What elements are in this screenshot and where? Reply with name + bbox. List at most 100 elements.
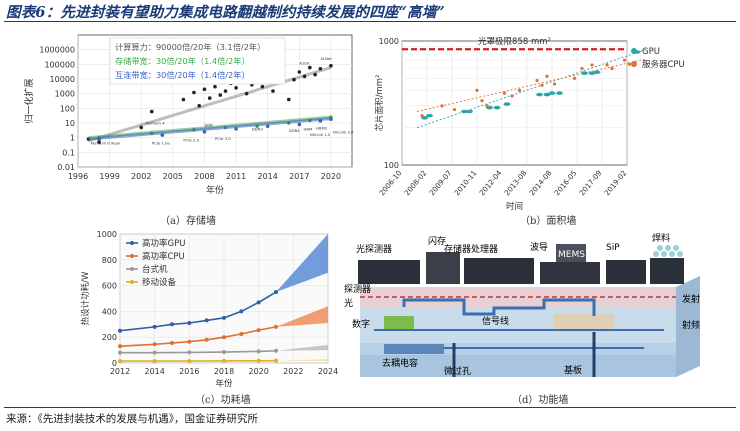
x-tick-label: 2012-04: [477, 168, 503, 197]
reticle-limit-label: 光罩极限858 mm²: [478, 36, 551, 47]
label-flash: 闪存: [428, 235, 446, 247]
x-tick-label: 2006-10: [377, 168, 403, 197]
x-tick-label: 2011: [226, 172, 246, 181]
y-tick-label: 800: [102, 256, 117, 265]
x-tick-label: 2009-07: [427, 169, 453, 198]
y-tick-label: 400: [102, 307, 117, 316]
series-point-1: [187, 339, 192, 344]
series-point-1: [239, 331, 244, 336]
y-axis-label: 热设计功耗/W: [80, 271, 91, 325]
data-point-2: [234, 127, 238, 131]
data-point-cpu: [535, 78, 539, 83]
series-point-2: [222, 350, 226, 355]
trend-line-0: [88, 66, 332, 143]
data-point-0: [318, 66, 323, 71]
data-point-cpu: [580, 66, 584, 71]
chip-sip: [606, 260, 646, 284]
x-tick-label: 2020: [321, 172, 341, 181]
title-rule: [4, 21, 736, 22]
legend-marker: [631, 48, 637, 54]
label-via: 微过孔: [444, 365, 471, 377]
point-annotation: HBM: [304, 126, 313, 131]
legend-item: 移动设备: [142, 277, 177, 288]
data-point-0: [207, 96, 212, 100]
label-light: 光: [344, 297, 353, 309]
series-point-3: [222, 358, 226, 363]
series-point-1: [274, 324, 278, 329]
series-point-2: [256, 349, 261, 354]
data-point-0: [139, 125, 144, 130]
data-point-gpu: [536, 92, 543, 97]
y-tick-label: 0.1: [62, 148, 75, 157]
label-sip: SiP: [606, 243, 620, 253]
waveguide-module: [556, 244, 586, 262]
caption-a: （a）存储墙: [160, 216, 216, 227]
decap-block: [384, 344, 444, 354]
substrate-layer: [360, 355, 676, 377]
label-mems: MEMS: [558, 250, 585, 260]
data-point-cpu: [590, 63, 594, 67]
chart-c-power-wall: 0 200 400 600 800 1000 2012 2014 2016 2018 2020 202…: [80, 230, 338, 389]
data-point-gpu: [543, 92, 551, 97]
source-rule: [4, 407, 736, 408]
series-point-0: [222, 315, 226, 320]
digital-block: [384, 316, 414, 330]
x-axis-label: 年份: [215, 378, 233, 389]
projection-band: [276, 344, 328, 351]
data-point-cpu: [545, 74, 549, 78]
series-point-3: [118, 359, 122, 364]
legend-item: 计算算力：90000倍/20年（3.1倍/2年）: [115, 42, 265, 52]
data-point-gpu: [426, 113, 433, 118]
y-tick-label: 200: [102, 333, 117, 342]
data-point-0: [97, 140, 101, 144]
data-point-gpu: [556, 91, 563, 95]
x-tick-label: 2017: [289, 172, 309, 181]
series-point-1: [222, 335, 226, 340]
label-digital: 数字: [352, 318, 370, 330]
data-point-cpu: [480, 99, 484, 103]
y-tick-label: 100: [384, 161, 399, 170]
data-point-cpu: [440, 104, 444, 108]
data-point-0: [313, 72, 317, 77]
data-point-0: [197, 103, 201, 108]
legend-item: 服务器CPU: [642, 59, 685, 70]
data-point-2: [202, 130, 207, 134]
caption-c: （c）功耗墙: [195, 395, 251, 406]
chip-solder: [650, 258, 684, 284]
series-point-1: [256, 328, 261, 333]
series-point-0: [204, 318, 209, 323]
label-waveguide: 波导: [530, 241, 548, 253]
x-tick-label: 1999: [99, 172, 119, 181]
chip-processor: [464, 258, 534, 284]
data-point-2: [329, 117, 333, 122]
y-tick-label: 100: [60, 104, 75, 113]
rf-block: [554, 314, 614, 332]
label-solder: 焊料: [652, 232, 670, 244]
point-annotation: XLNet: [320, 56, 332, 61]
x-tick-label: 1996: [68, 172, 88, 181]
data-point-2: [160, 133, 165, 137]
y-tick-label: 100000: [44, 60, 75, 69]
series-point-2: [118, 350, 122, 355]
legend-item: 存储带宽：30倍/20年（1.4倍/2年）: [115, 56, 250, 66]
label-emit: 发射: [682, 293, 700, 305]
data-point-0: [308, 65, 312, 70]
data-point-0: [302, 74, 307, 79]
data-point-0: [260, 84, 265, 89]
y-tick-label: 0.01: [57, 163, 75, 172]
data-point-cpu: [552, 82, 557, 86]
data-point-0: [149, 109, 154, 114]
x-tick-label: 2005: [163, 172, 183, 181]
data-point-0: [181, 97, 186, 102]
series-point-3: [187, 359, 192, 364]
projection-band: [276, 306, 328, 327]
chart-a-storage-wall: 1996 1999 2002 2005 2008 2011 2014 2017 2020 0.01…: [23, 34, 354, 196]
series-point-1: [152, 342, 157, 347]
point-annotation: PCIe 2.0: [183, 137, 199, 142]
data-point-2: [297, 122, 302, 127]
series-point-1: [204, 337, 209, 342]
caption-b: （b）面积墙: [520, 216, 577, 227]
projection-band: [276, 234, 328, 293]
y-tick-label: 1000: [379, 37, 399, 46]
y-tick-label: 1000000: [39, 46, 75, 55]
